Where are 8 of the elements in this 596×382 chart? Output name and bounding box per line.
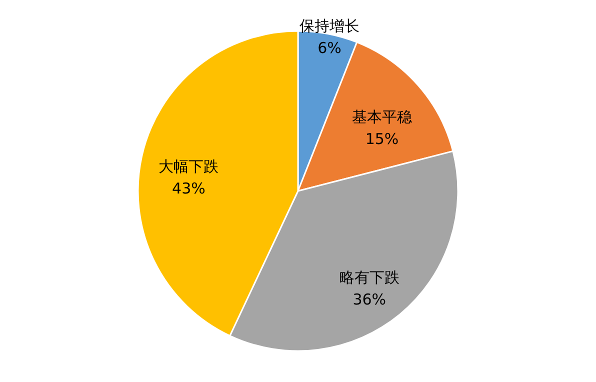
slice-label: 保持增长 bbox=[299, 16, 360, 35]
data-label: 36% bbox=[352, 290, 386, 308]
slice-label: 略有下跌 bbox=[339, 268, 400, 286]
data-label: 43% bbox=[172, 180, 206, 198]
slice-label: 大幅下跌 bbox=[158, 158, 219, 176]
data-label: 6% bbox=[318, 38, 342, 57]
data-label: 15% bbox=[365, 130, 399, 148]
slice-label: 基本平稳 bbox=[352, 108, 412, 126]
